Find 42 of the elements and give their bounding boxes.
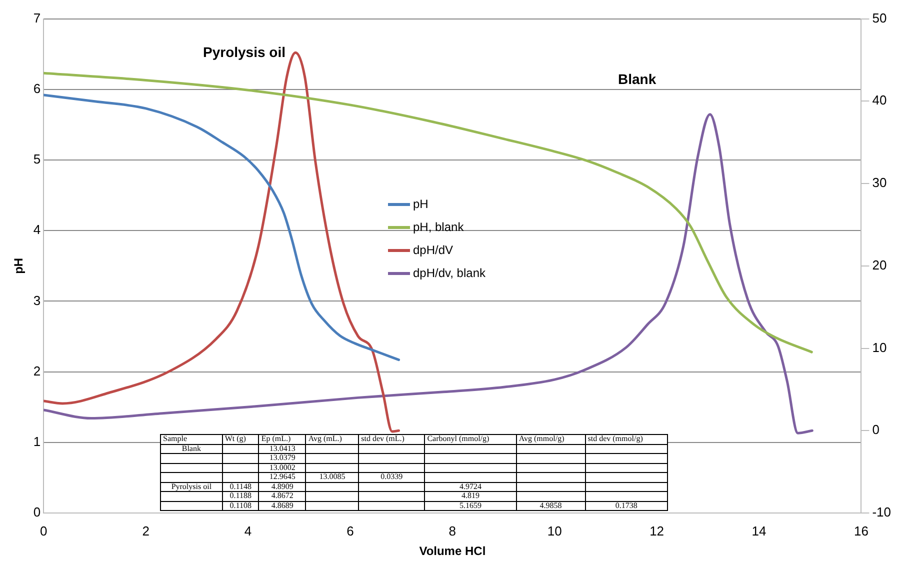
y-axis-title: pH: [12, 258, 26, 274]
y-tick-label: 7: [33, 10, 41, 26]
text: Sample Wt (g) Ep (mL.) Avg (mL.) std dev (mL.) Carbonyl (mmol/g) Avg (mmol/g) std dev (mmol/g): [163, 434, 643, 443]
legend-label: pH, blank: [413, 219, 464, 236]
text: Pyrolysis oil 0.1148 4.8909 4.9724: [171, 482, 482, 490]
y2-tick-label: -10: [872, 504, 892, 520]
x-tick-label: 2: [142, 523, 150, 538]
y2-tick-label: 10: [872, 340, 887, 355]
text: Blank 13.0413: [182, 444, 296, 452]
line-series: [44, 94, 400, 362]
y-tick-label: 0: [33, 504, 41, 520]
legend-label: dpH/dv, blank: [413, 265, 486, 282]
x-tick-label: 6: [346, 523, 354, 538]
x-tick-label: 16: [854, 523, 868, 538]
y2-tick-label: 0: [872, 422, 880, 438]
y-tick-label: 6: [33, 80, 41, 96]
y2-tick-label: 50: [872, 10, 887, 26]
y-tick-label: 1: [33, 434, 41, 449]
x-tick-label: 14: [752, 523, 766, 538]
y-tick-label: 5: [33, 152, 41, 167]
text: 0.1108 4.8689 5.1659 4.9858 0.1738: [230, 500, 638, 510]
legend-label: pH: [413, 196, 428, 213]
line-series: [44, 113, 814, 434]
text: 0.1188 4.8672 4.819: [230, 491, 480, 500]
y-tick-label: 2: [33, 363, 41, 378]
y-tick-label: 3: [33, 292, 41, 308]
annotation: 13.0002: [258, 462, 306, 472]
legend-label: dpH/dV: [413, 242, 454, 259]
annotation: Pyrolysis oil: [203, 44, 286, 60]
y2-tick-label: 30: [872, 175, 887, 190]
y-tick-label: 4: [33, 222, 41, 238]
x-axis-title: Volume HCl: [419, 544, 486, 558]
line-series: [44, 72, 813, 354]
x-tick-label: 10: [547, 523, 562, 538]
annotation: 13.0379: [258, 453, 306, 463]
text: 12.9645 13.0085 0.0339: [269, 472, 403, 481]
x-tick-label: 12: [650, 523, 664, 538]
x-tick-label: 4: [244, 523, 252, 538]
x-tick-label: 8: [448, 523, 456, 538]
annotation: Blank: [618, 71, 656, 87]
y2-tick-label: 20: [872, 257, 887, 272]
y2-tick-label: 40: [872, 92, 887, 108]
